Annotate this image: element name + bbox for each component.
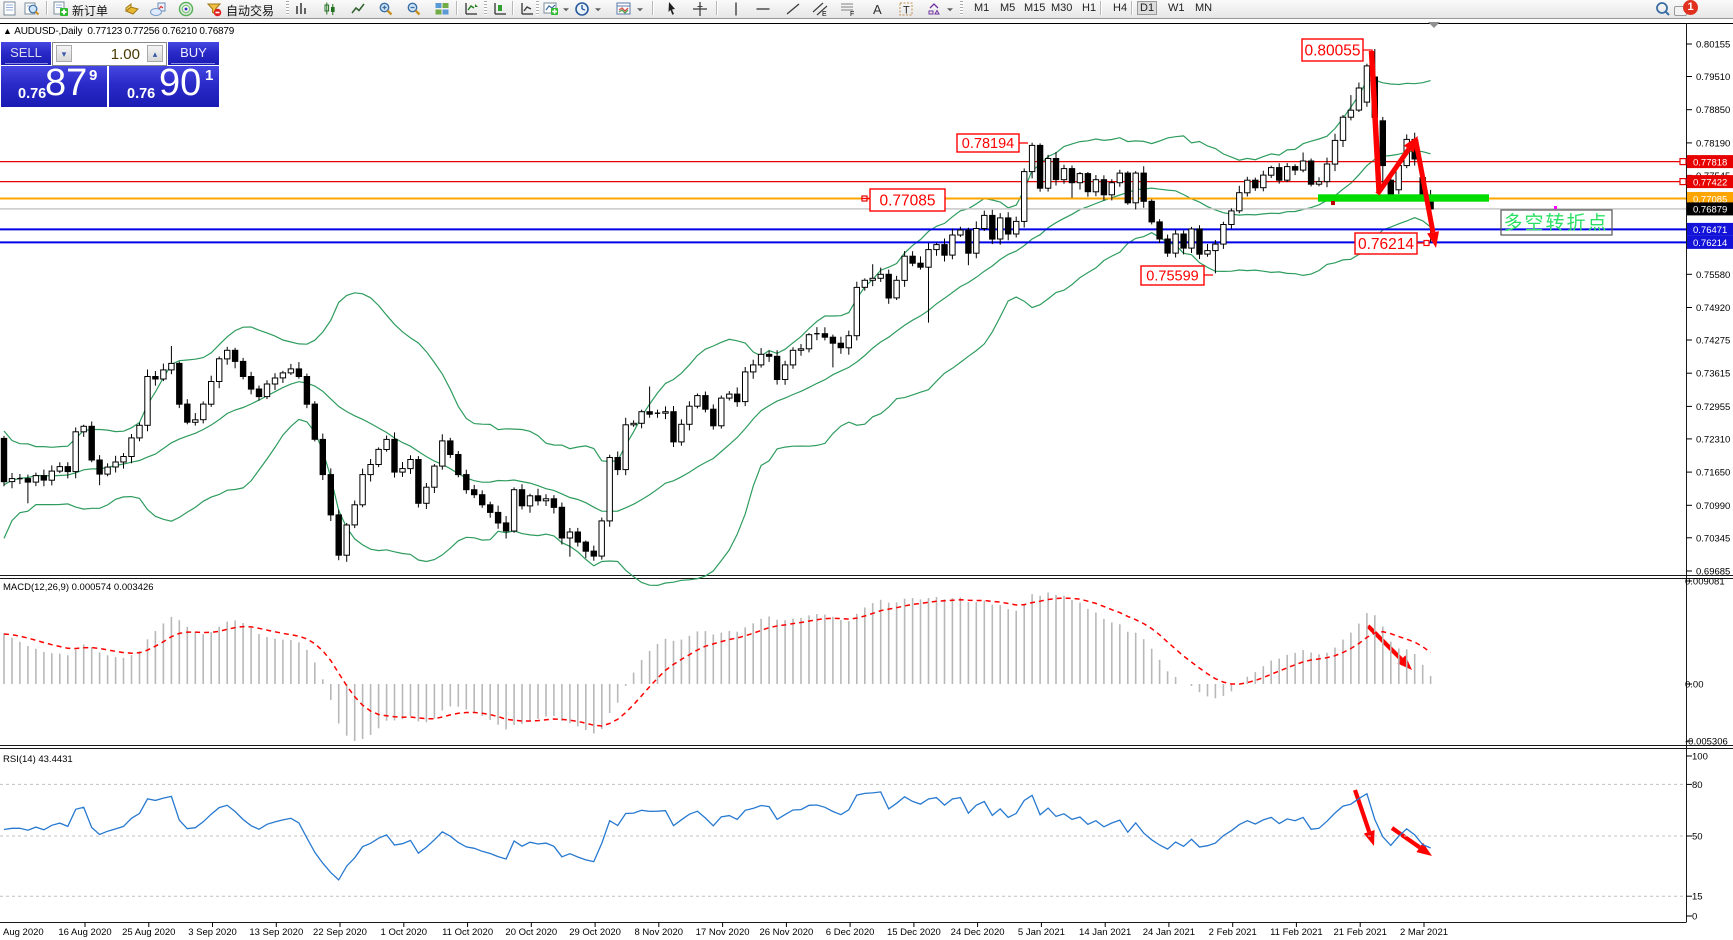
svg-text:0.78194: 0.78194: [962, 136, 1014, 152]
svg-text:0.78850: 0.78850: [1696, 105, 1730, 116]
svg-text:F: F: [850, 11, 854, 17]
svg-text:80: 80: [1692, 780, 1703, 791]
svg-text:0.78190: 0.78190: [1696, 138, 1730, 149]
svg-text:0.75599: 0.75599: [1146, 269, 1198, 285]
svg-text:0.77818: 0.77818: [1693, 157, 1727, 168]
svg-text:0.79510: 0.79510: [1696, 72, 1730, 83]
svg-text:25 Aug 2020: 25 Aug 2020: [122, 927, 175, 938]
svg-text:0.76879: 0.76879: [1693, 205, 1727, 216]
svg-text:2 Feb 2021: 2 Feb 2021: [1209, 927, 1257, 938]
svg-text:50: 50: [1692, 832, 1703, 843]
svg-text:16 Aug 2020: 16 Aug 2020: [58, 927, 111, 938]
svg-text:A: A: [873, 2, 882, 17]
svg-text:0: 0: [1692, 912, 1697, 923]
svg-text:0.70990: 0.70990: [1696, 501, 1730, 512]
svg-text:T: T: [903, 5, 910, 17]
svg-text:-0.005306: -0.005306: [1685, 737, 1728, 748]
svg-text:0.77422: 0.77422: [1693, 177, 1727, 188]
svg-text:0.80155: 0.80155: [1696, 40, 1730, 51]
svg-text:0.00: 0.00: [1685, 680, 1704, 691]
svg-text:15 Dec 2020: 15 Dec 2020: [887, 927, 941, 938]
svg-text:0.71650: 0.71650: [1696, 468, 1730, 479]
svg-text:11 Oct 2020: 11 Oct 2020: [442, 927, 493, 938]
svg-text:8 Nov 2020: 8 Nov 2020: [635, 927, 684, 938]
svg-text:17 Nov 2020: 17 Nov 2020: [696, 927, 750, 938]
svg-text:0.72310: 0.72310: [1696, 434, 1730, 445]
svg-text:100: 100: [1692, 752, 1708, 763]
svg-text:6 Dec 2020: 6 Dec 2020: [826, 927, 875, 938]
svg-text:0.77085: 0.77085: [879, 193, 935, 210]
svg-text:多空转折点: 多空转折点: [1503, 212, 1608, 234]
svg-text:MACD(12,26,9) 0.000574 0.00342: MACD(12,26,9) 0.000574 0.003426: [3, 582, 154, 593]
svg-text:0.76214: 0.76214: [1358, 236, 1414, 253]
svg-text:13 Sep 2020: 13 Sep 2020: [249, 927, 303, 938]
svg-text:22 Sep 2020: 22 Sep 2020: [313, 927, 367, 938]
svg-text:E: E: [822, 11, 827, 17]
svg-text:0.75580: 0.75580: [1696, 270, 1730, 281]
svg-text:26 Nov 2020: 26 Nov 2020: [759, 927, 813, 938]
svg-text:Aug 2020: Aug 2020: [3, 927, 44, 938]
svg-text:11 Feb 2021: 11 Feb 2021: [1270, 927, 1323, 938]
svg-text:5 Jan 2021: 5 Jan 2021: [1018, 927, 1065, 938]
svg-text:0.80055: 0.80055: [1304, 43, 1360, 60]
svg-text:0.74920: 0.74920: [1696, 303, 1730, 314]
svg-text:24 Jan 2021: 24 Jan 2021: [1143, 927, 1195, 938]
svg-text:24 Dec 2020: 24 Dec 2020: [951, 927, 1005, 938]
svg-text:0.77085: 0.77085: [1693, 194, 1727, 205]
svg-text:0.009081: 0.009081: [1685, 577, 1725, 588]
svg-text:3 Sep 2020: 3 Sep 2020: [188, 927, 237, 938]
svg-text:14 Jan 2021: 14 Jan 2021: [1079, 927, 1131, 938]
svg-text:2 Mar 2021: 2 Mar 2021: [1400, 927, 1448, 938]
svg-text:15: 15: [1692, 892, 1703, 903]
svg-text:29 Oct 2020: 29 Oct 2020: [569, 927, 621, 938]
svg-text:0.72955: 0.72955: [1696, 402, 1730, 413]
svg-text:1 Oct 2020: 1 Oct 2020: [381, 927, 427, 938]
svg-text:21 Feb 2021: 21 Feb 2021: [1334, 927, 1387, 938]
svg-text:20 Oct 2020: 20 Oct 2020: [505, 927, 557, 938]
svg-text:0.76471: 0.76471: [1693, 225, 1727, 236]
svg-text:0.73615: 0.73615: [1696, 369, 1730, 380]
svg-text:0.69685: 0.69685: [1696, 567, 1730, 578]
svg-text:0.76214: 0.76214: [1693, 238, 1727, 249]
svg-text:RSI(14) 43.4431: RSI(14) 43.4431: [3, 754, 73, 765]
svg-text:0.70345: 0.70345: [1696, 533, 1730, 544]
svg-text:0.74275: 0.74275: [1696, 336, 1730, 347]
